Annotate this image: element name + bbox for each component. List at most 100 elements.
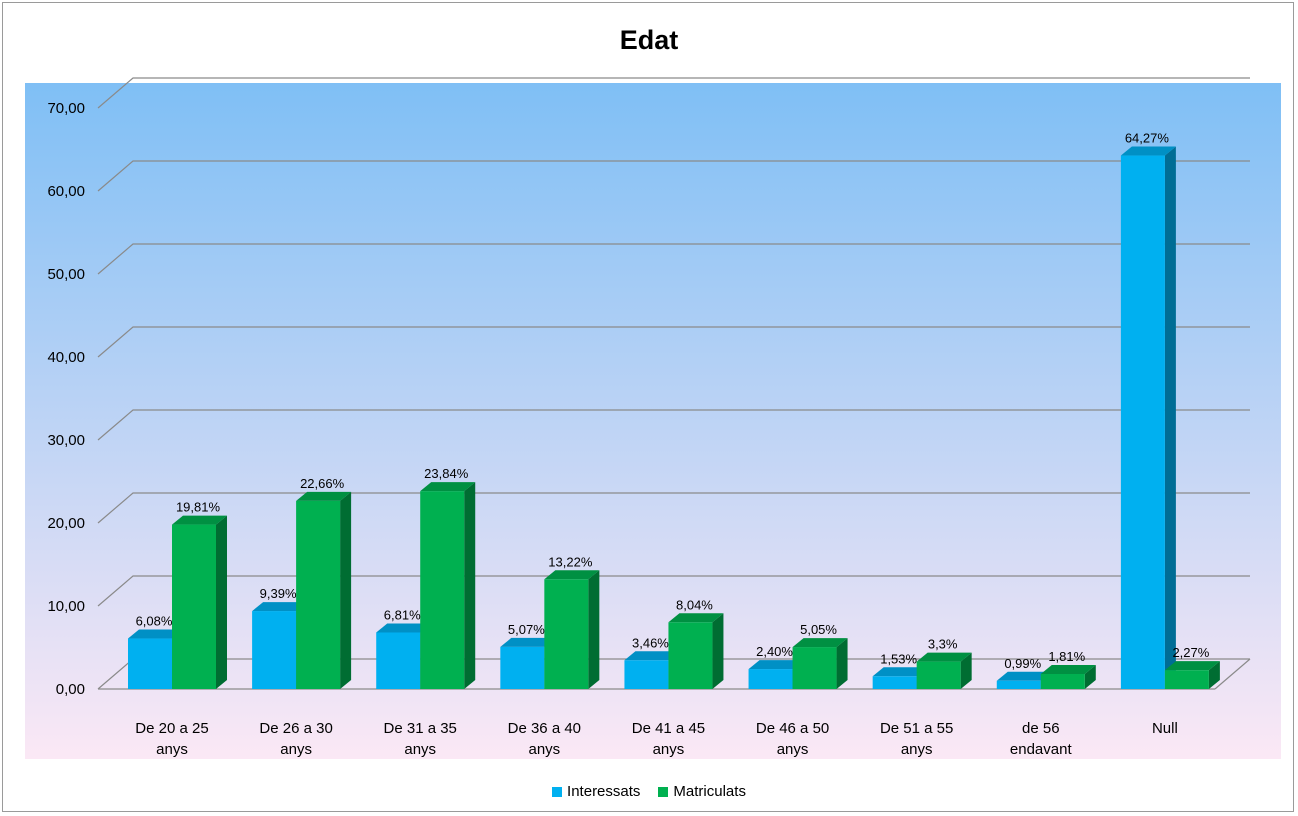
bar-top xyxy=(996,671,1052,681)
bar-top xyxy=(376,623,432,633)
bar-top xyxy=(500,637,556,647)
data-label: 3,3% xyxy=(928,637,958,652)
bar-side xyxy=(836,638,848,689)
y-tick-label: 40,00 xyxy=(47,349,85,366)
bar-top xyxy=(748,660,804,670)
gridline xyxy=(97,77,1250,109)
bar xyxy=(252,611,297,689)
bars xyxy=(128,146,1220,689)
bar xyxy=(544,579,589,689)
data-label: 1,53% xyxy=(880,651,917,666)
legend-label-matriculats: Matriculats xyxy=(673,783,746,800)
y-axis: 0,00 10,00 20,00 30,00 40,00 50,00 60,00 70,00 xyxy=(47,100,85,698)
x-axis: De 20 a 25 anys De 26 a 30 anys De 31 a 35 an… xyxy=(135,720,1178,758)
bar xyxy=(1040,673,1085,689)
x-tick-label: De 46 a 50 anys xyxy=(756,720,829,758)
bar xyxy=(1164,670,1209,689)
bar-side xyxy=(216,515,227,689)
gridline xyxy=(97,492,1250,524)
bar-top xyxy=(872,667,928,677)
bar xyxy=(624,660,669,689)
data-label: 6,08% xyxy=(136,614,173,629)
bar-top xyxy=(1040,664,1096,674)
bar-top xyxy=(624,651,680,661)
data-label: 22,66% xyxy=(300,476,345,491)
y-tick-label: 50,00 xyxy=(47,266,85,283)
bar xyxy=(172,524,216,689)
bar-top xyxy=(916,652,972,662)
gridline xyxy=(97,243,1250,275)
data-label: 23,84% xyxy=(424,466,469,481)
data-label: 64,27% xyxy=(1125,131,1170,146)
x-tick-label: De 26 a 30 anys xyxy=(259,720,332,758)
gridline xyxy=(97,575,1250,607)
bar-side xyxy=(464,482,476,689)
bar xyxy=(1120,155,1165,689)
bar-side xyxy=(1164,146,1176,689)
data-label: 19,81% xyxy=(176,500,221,515)
data-label: 2,27% xyxy=(1172,645,1209,660)
y-tick-label: 20,00 xyxy=(47,515,85,532)
bar xyxy=(420,491,465,689)
bar xyxy=(748,669,793,689)
y-tick-label: 60,00 xyxy=(47,183,85,200)
bar xyxy=(792,647,837,689)
bar-side xyxy=(1208,661,1220,689)
chart-plot: 0,0010,0020,0030,0040,0050,0060,0070,00 … xyxy=(25,77,1281,759)
gridline xyxy=(97,160,1250,192)
data-label: 8,04% xyxy=(676,597,713,612)
y-tick-label: 0,00 xyxy=(56,681,85,698)
x-tick-label: Null xyxy=(1152,720,1178,737)
data-labels: 6,08% 19,81% 9,39% 22,66% 6,81% 23,84% 5,07% 13… xyxy=(136,131,1210,671)
bar-side xyxy=(1084,664,1096,689)
legend-item-matriculats: Matriculats xyxy=(658,783,746,800)
data-label: 0,99% xyxy=(1004,656,1041,671)
bar xyxy=(296,500,341,689)
data-label: 5,07% xyxy=(508,622,545,637)
bar xyxy=(996,680,1041,689)
y-tick-label: 10,00 xyxy=(47,598,85,615)
bar-side xyxy=(588,570,600,689)
legend-swatch-interessats xyxy=(552,786,563,797)
legend-swatch-matriculats xyxy=(658,786,669,797)
gridlines xyxy=(97,77,1251,690)
bar-top xyxy=(792,638,848,648)
plot-background xyxy=(25,83,1281,759)
data-label: 1,81% xyxy=(1048,649,1085,664)
y-tick-label: 30,00 xyxy=(47,432,85,449)
bar-side xyxy=(340,491,352,689)
legend-item-interessats: Interessats xyxy=(552,783,640,800)
x-tick-label: De 36 a 40 anys xyxy=(508,720,581,758)
bar-top xyxy=(296,491,352,501)
bar xyxy=(916,661,961,689)
y-tick-label: 70,00 xyxy=(47,100,85,117)
x-tick-label: De 41 a 45 anys xyxy=(632,720,705,758)
bar xyxy=(376,632,421,689)
gridline xyxy=(97,409,1250,441)
bar xyxy=(872,676,917,689)
legend: Interessats Matriculats xyxy=(3,783,1295,800)
bar-top xyxy=(1120,146,1176,156)
bar xyxy=(500,646,545,689)
data-label: 6,81% xyxy=(384,607,421,622)
x-tick-label: De 51 a 55 anys xyxy=(880,720,953,758)
gridline xyxy=(97,326,1250,358)
bar-top xyxy=(128,629,183,639)
data-label: 5,05% xyxy=(800,622,837,637)
bar-top xyxy=(668,613,724,623)
chart-title: Edat xyxy=(619,25,679,55)
bar-top xyxy=(420,482,476,492)
data-label: 13,22% xyxy=(548,554,593,569)
bar-top xyxy=(1164,661,1220,671)
bar-top xyxy=(544,570,600,580)
x-tick-label: De 31 a 35 anys xyxy=(384,720,457,758)
bar-side xyxy=(712,613,724,689)
bar xyxy=(128,638,172,689)
data-label: 3,46% xyxy=(632,635,669,650)
x-tick-label: De 20 a 25 anys xyxy=(135,720,208,758)
bar-top xyxy=(252,602,308,612)
data-label: 9,39% xyxy=(260,586,297,601)
floor-edge xyxy=(1214,658,1251,690)
data-label: 2,40% xyxy=(756,644,793,659)
